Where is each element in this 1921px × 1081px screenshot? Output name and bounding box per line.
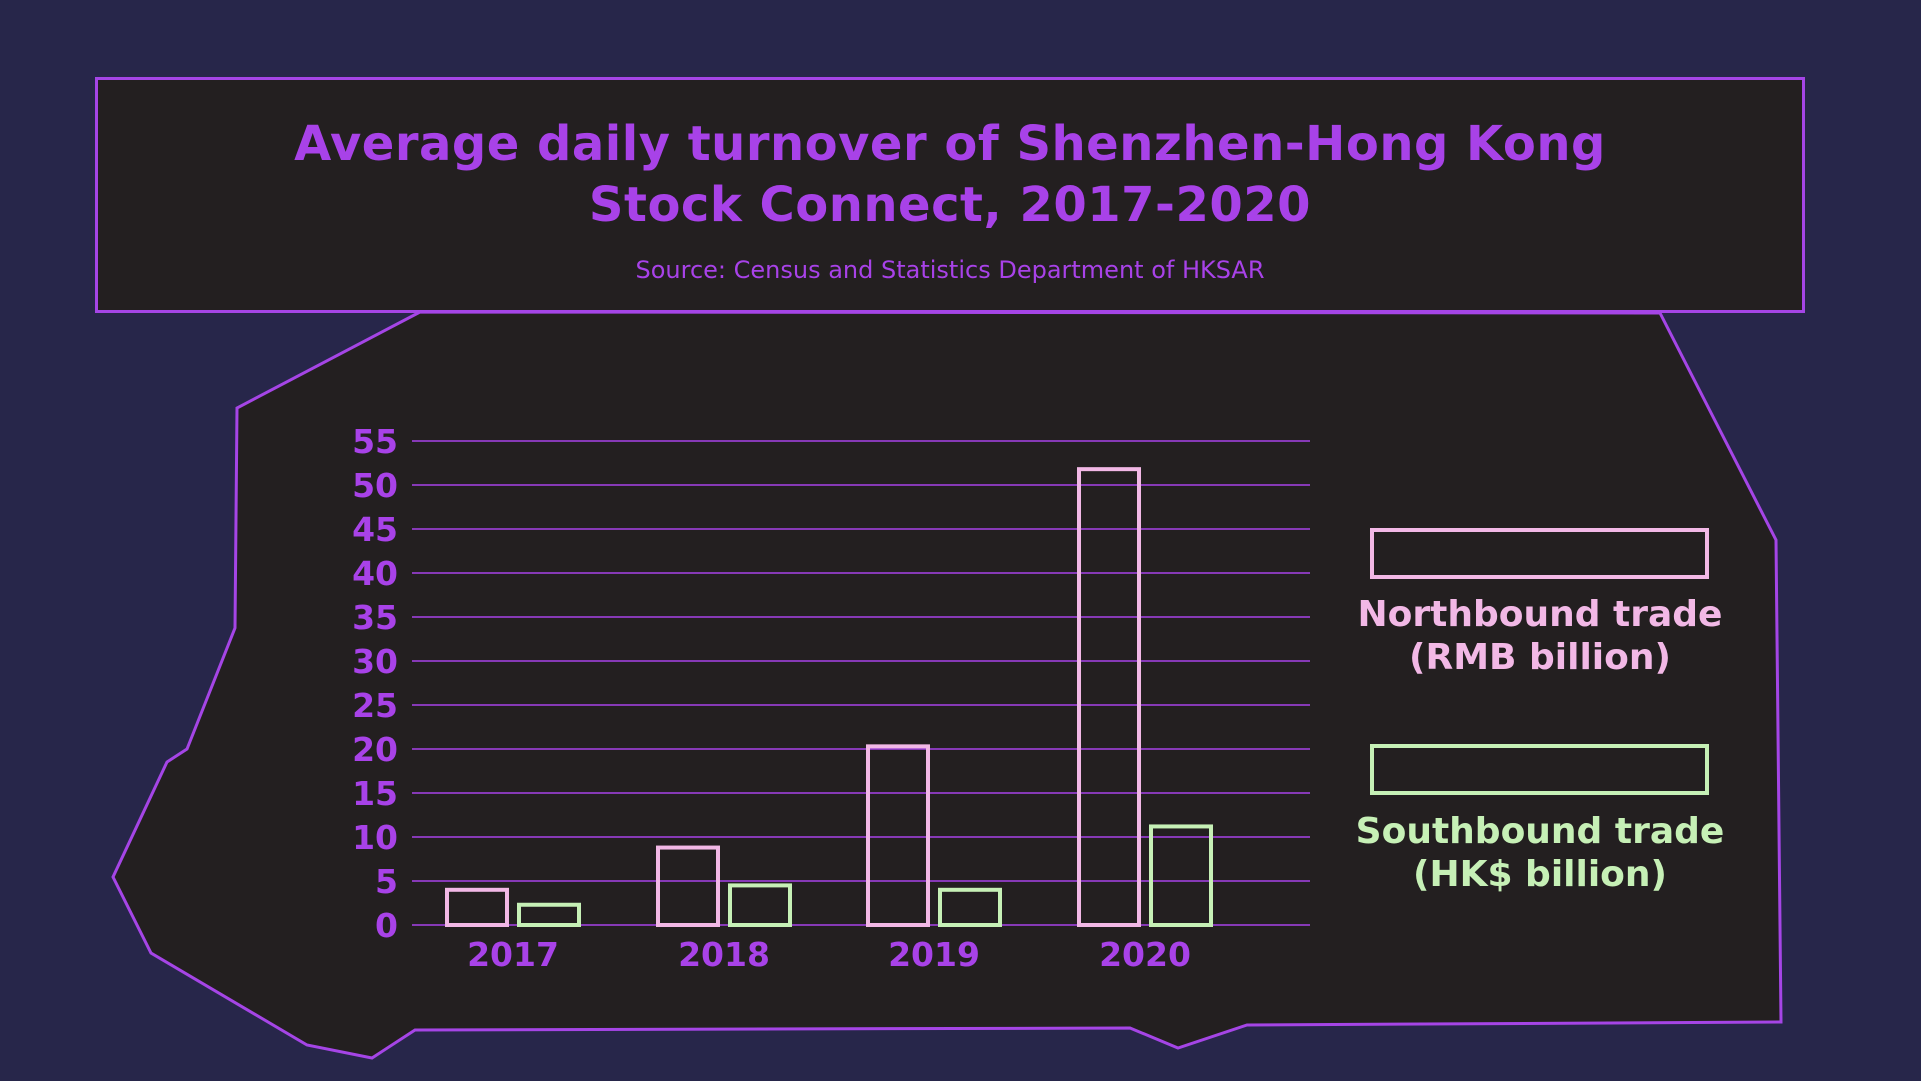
y-tick-label: 20 (352, 730, 398, 769)
y-tick-label: 35 (352, 598, 398, 637)
legend-swatch-southbound (1370, 744, 1709, 795)
bar-southbound-2017 (517, 902, 581, 928)
y-tick-label: 15 (352, 774, 398, 813)
y-axis-ticks: 0 5 10 15 20 25 30 35 40 45 50 55 (352, 422, 398, 945)
y-tick-label: 10 (352, 818, 398, 857)
bars (445, 467, 1213, 928)
y-tick-label: 50 (352, 466, 398, 505)
bar-southbound-2018 (728, 883, 792, 928)
chart-title-line-2: Stock Connect, 2017-2020 (588, 177, 1312, 233)
y-tick-label: 5 (375, 862, 398, 901)
title-banner: Average daily turnover of Shenzhen-Hong … (95, 77, 1805, 313)
y-tick-label: 40 (352, 554, 398, 593)
y-tick-label: 55 (352, 422, 398, 461)
legend-label-southbound: Southbound trade (HK$ billion) (1320, 810, 1760, 896)
legend-swatch-northbound (1370, 528, 1709, 579)
y-tick-label: 25 (352, 686, 398, 725)
chart-title-line-1: Average daily turnover of Shenzhen-Hong … (294, 116, 1606, 172)
legend-label-northbound-line-1: Northbound trade (1357, 594, 1723, 635)
bar-northbound-2019 (866, 744, 930, 927)
bar-southbound-2020 (1149, 824, 1213, 927)
bar-northbound-2017 (445, 887, 509, 927)
x-axis-ticks: 2017 2018 2019 2020 (467, 935, 1191, 974)
gridlines (412, 440, 1310, 926)
legend-label-southbound-line-2: (HK$ billion) (1412, 854, 1667, 895)
x-tick-label: 2019 (888, 935, 980, 974)
chart-title: Average daily turnover of Shenzhen-Hong … (98, 114, 1802, 236)
legend-label-northbound: Northbound trade (RMB billion) (1320, 593, 1760, 679)
chart-source: Source: Census and Statistics Department… (635, 256, 1265, 284)
y-tick-label: 45 (352, 510, 398, 549)
bar-northbound-2020 (1077, 467, 1141, 927)
legend-label-southbound-line-1: Southbound trade (1355, 811, 1725, 852)
x-tick-label: 2020 (1099, 935, 1191, 974)
bar-southbound-2019 (938, 887, 1002, 927)
x-tick-label: 2018 (678, 935, 770, 974)
x-tick-label: 2017 (467, 935, 559, 974)
y-tick-label: 0 (375, 906, 398, 945)
y-tick-label: 30 (352, 642, 398, 681)
bar-northbound-2018 (656, 845, 720, 927)
legend-label-northbound-line-2: (RMB billion) (1409, 637, 1671, 678)
